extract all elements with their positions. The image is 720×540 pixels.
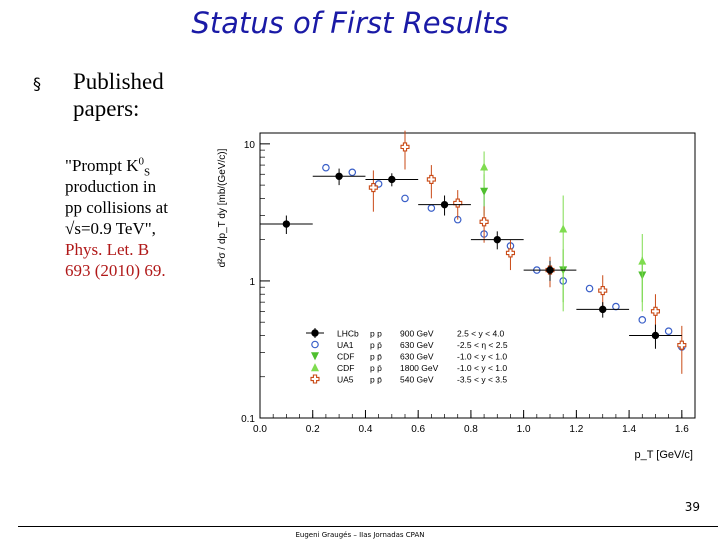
legend-marker [310,374,320,384]
legend-range: -3.5 < y < 3.5 [457,375,507,385]
legend-beam: p p̄ [370,352,382,362]
x-tick-label: 0.8 [464,424,478,435]
x-tick-label: 0.2 [306,424,320,435]
legend-beam: p p̄ [370,375,382,385]
legend-label: CDF [337,363,354,373]
data-point [651,331,660,340]
ref-line3: pp collisions at [65,198,168,217]
footer-text: Eugeni Graugés – IIas Jornadas CPAN [295,531,425,539]
data-point [599,305,607,314]
data-point [426,174,436,184]
data-point [322,163,330,172]
y-tick-label: 0.1 [241,414,255,425]
plot-frame [259,132,696,419]
ref-line2: production in [65,177,157,196]
published-papers-label: Published papers: [73,69,164,121]
data-point [282,220,291,228]
data-point [677,340,687,350]
legend-beam: p p̄ [370,340,382,350]
slide-title: Status of First Results [191,6,509,40]
legend-label: CDF [337,352,354,362]
legend-energy: 1800 GeV [400,363,439,373]
bullet-icon: § [33,74,41,93]
pt-spectrum-chart: 0.0 0.2 0.4 0.6 0.8 1.0 1.2 1.4 1.6 10 1 0.1 p_T [Ge… [217,130,696,461]
legend-range: 2.5 < y < 4.0 [457,329,505,339]
data-point [493,235,501,244]
data-point [585,284,594,293]
legend-marker [310,352,320,361]
data-point [505,248,516,258]
ref-sub: S [144,166,151,179]
legend-label: LHCb [337,329,359,339]
legend-range: -1.0 < y < 1.0 [457,352,507,362]
data-point [559,224,568,233]
x-tick-label: 0.0 [253,424,267,435]
x-tick-label: 1.4 [622,424,636,435]
legend-label: UA1 [337,340,354,350]
data-point [480,187,489,196]
data-point [612,302,620,311]
ref-journal: Phys. Let. B [65,240,150,259]
data-point [388,175,396,184]
x-tick-label: 1.0 [517,424,531,435]
legend-beam: p p [370,329,382,339]
paper-reference: "Prompt K0S production in pp collisions … [65,155,205,281]
footer-divider [18,526,718,527]
x-tick-label: 0.4 [359,424,373,435]
ref-sup: 0 [138,155,145,168]
legend-energy: 630 GeV [400,352,434,362]
legend-energy: 630 GeV [400,340,434,350]
data-point [335,172,343,180]
legend-energy: 900 GeV [400,329,434,339]
ref-line4: √s=0.9 TeV", [65,219,156,238]
data-point [664,327,673,335]
legend-marker [311,340,319,349]
x-tick-label: 1.6 [675,424,689,435]
y-tick-label: 1 [249,277,255,288]
data-point [368,182,378,193]
data-point [650,306,661,316]
data-point [638,256,647,265]
y-axis-label: d²σ / dp_T dy [mb/(GeV/c)] [217,148,228,267]
legend-beam: p p̄ [370,363,382,373]
ref-volume: 693 (2010) 69. [65,261,166,280]
data-point [427,204,436,212]
legend-range: -1.0 < y < 1.0 [457,363,507,373]
data-point [440,200,449,209]
data-point [453,198,463,208]
ref-title-start: "Prompt K [65,156,139,175]
data-point [479,217,489,227]
data-point [546,266,554,274]
data-point [480,162,489,171]
legend-marker [310,363,320,372]
legend-range: -2.5 < η < 2.5 [457,340,508,350]
y-tick-label: 10 [244,140,256,151]
data-point [400,142,410,152]
x-axis-label: p_T [GeV/c] [635,449,694,461]
legend-label: UA5 [337,375,354,385]
page-number: 39 [684,500,700,514]
data-point [638,316,647,324]
legend-energy: 540 GeV [400,375,434,385]
data-point [598,286,608,296]
x-tick-label: 0.6 [411,424,425,435]
data-point [401,194,409,203]
data-point [348,168,357,177]
legend-marker [311,329,319,337]
x-tick-label: 1.2 [569,424,583,435]
